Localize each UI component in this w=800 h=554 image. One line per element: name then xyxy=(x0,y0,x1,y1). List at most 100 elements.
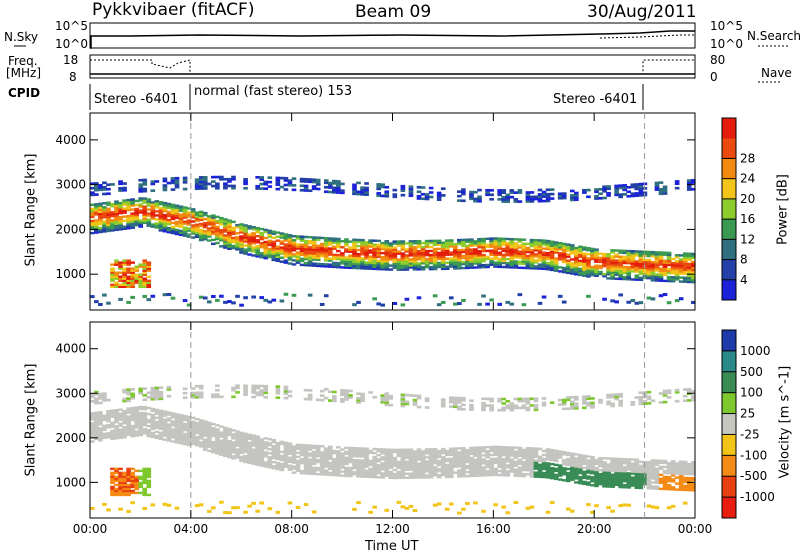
data-cell xyxy=(569,478,575,481)
data-cell xyxy=(206,509,212,513)
data-cell xyxy=(239,447,244,451)
data-cell xyxy=(461,507,466,511)
data-cell xyxy=(501,195,507,199)
data-cell xyxy=(118,479,123,483)
data-cell xyxy=(110,485,115,489)
data-cell xyxy=(493,457,498,461)
data-cell xyxy=(360,399,365,403)
data-cell xyxy=(549,192,555,196)
data-cell xyxy=(469,242,474,245)
data-cell xyxy=(424,243,430,247)
data-cell xyxy=(606,263,611,266)
data-cell xyxy=(440,465,446,469)
data-cell xyxy=(481,446,486,449)
data-cell xyxy=(461,463,466,466)
data-cell xyxy=(275,385,281,388)
data-cell xyxy=(670,480,676,483)
data-cell xyxy=(134,267,139,270)
data-cell xyxy=(348,254,353,257)
data-cell xyxy=(227,225,232,228)
data-cell xyxy=(194,421,200,425)
data-cell xyxy=(360,190,365,194)
data-cell xyxy=(384,394,390,398)
data-cell xyxy=(303,257,309,261)
data-cell xyxy=(686,188,692,191)
data-cell xyxy=(509,260,515,263)
data-cell xyxy=(134,424,139,427)
data-cell xyxy=(457,455,462,458)
data-cell xyxy=(453,265,458,268)
data-cell xyxy=(122,493,127,497)
data-cell xyxy=(424,263,430,267)
data-cell xyxy=(404,456,410,459)
data-cell xyxy=(578,461,583,465)
data-cell xyxy=(384,466,390,469)
data-cell xyxy=(436,196,442,199)
data-cell xyxy=(404,297,410,301)
data-cell xyxy=(142,201,148,204)
data-cell xyxy=(243,388,248,392)
data-cell xyxy=(142,489,148,493)
data-cell xyxy=(223,224,228,227)
data-cell xyxy=(674,466,680,469)
data-cell xyxy=(352,303,357,307)
data-cell xyxy=(505,406,511,410)
data-cell xyxy=(376,239,381,243)
data-cell xyxy=(323,239,329,242)
data-cell xyxy=(259,391,265,395)
data-cell xyxy=(182,187,188,191)
data-cell xyxy=(610,265,615,268)
data-cell xyxy=(432,243,438,247)
data-cell xyxy=(614,184,619,188)
data-cell xyxy=(336,182,341,185)
data-cell xyxy=(630,254,636,257)
data-cell xyxy=(594,268,599,271)
data-cell xyxy=(481,454,486,457)
data-cell xyxy=(243,226,248,229)
data-cell xyxy=(219,500,224,504)
data-cell xyxy=(440,261,446,265)
data-cell xyxy=(582,454,587,458)
data-cell xyxy=(138,419,144,423)
data-cell xyxy=(614,189,619,192)
data-cell xyxy=(174,425,180,428)
data-cell xyxy=(291,245,297,248)
data-cell xyxy=(638,189,644,193)
data-cell xyxy=(295,257,301,260)
data-cell xyxy=(517,399,523,403)
data-cell xyxy=(110,467,115,471)
data-cell xyxy=(110,285,115,289)
data-cell xyxy=(634,187,640,191)
data-cell xyxy=(138,423,144,427)
data-cell xyxy=(211,220,216,223)
data-cell xyxy=(166,427,172,430)
data-cell xyxy=(380,476,386,479)
data-cell xyxy=(243,230,248,233)
data-cell xyxy=(323,459,329,462)
data-cell xyxy=(336,184,341,188)
data-cell xyxy=(303,177,309,181)
data-cell xyxy=(606,463,611,466)
data-cell xyxy=(662,265,668,269)
data-cell xyxy=(243,234,248,237)
data-cell xyxy=(444,261,450,264)
data-cell xyxy=(166,423,172,426)
data-cell xyxy=(626,253,632,257)
data-cell xyxy=(158,415,164,418)
data-cell xyxy=(247,253,252,256)
data-cell xyxy=(98,214,103,218)
data-cell xyxy=(380,245,386,249)
data-cell xyxy=(626,276,632,279)
data-cell xyxy=(497,191,502,194)
data-cell xyxy=(332,469,337,473)
data-cell xyxy=(428,452,434,455)
data-cell xyxy=(251,250,256,253)
data-cell xyxy=(658,459,664,463)
data-cell xyxy=(505,263,511,267)
data-cell xyxy=(106,201,111,204)
data-cell xyxy=(529,469,535,472)
data-cell xyxy=(444,475,450,479)
data-cell xyxy=(582,266,587,269)
data-cell xyxy=(448,473,454,477)
data-cell xyxy=(142,197,148,200)
